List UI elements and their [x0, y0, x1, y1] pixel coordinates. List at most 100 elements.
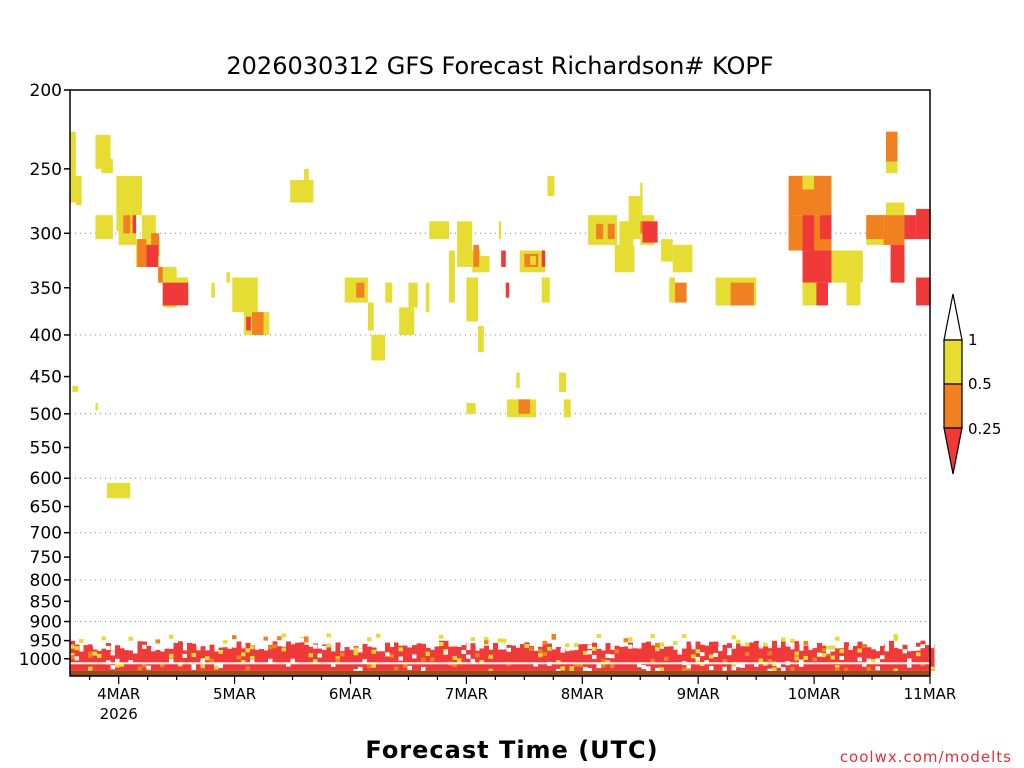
- ri-cell-red: [890, 244, 905, 283]
- boundary-layer-speck: [79, 639, 84, 644]
- boundary-layer-cell: [749, 642, 755, 671]
- boundary-layer-speck: [754, 636, 759, 641]
- boundary-layer-speck: [223, 635, 228, 640]
- boundary-layer-cell: [538, 646, 543, 671]
- boundary-layer-speck: [835, 667, 840, 672]
- x-tick-label-8MAR: 8MAR: [561, 685, 604, 703]
- boundary-layer-cell: [695, 641, 701, 671]
- ri-cell-orange: [123, 215, 131, 234]
- boundary-layer-speck: [821, 647, 826, 652]
- boundary-layer-speck: [650, 658, 655, 663]
- boundary-layer-speck: [574, 662, 579, 667]
- boundary-layer-cell: [520, 644, 525, 671]
- boundary-layer-speck: [641, 665, 646, 670]
- boundary-layer-cell: [245, 642, 251, 671]
- boundary-layer-cell: [218, 647, 224, 671]
- colorbar-bottom-arrow: [943, 427, 963, 475]
- boundary-layer-cell: [844, 642, 849, 671]
- boundary-layer-cell: [187, 642, 192, 671]
- boundary-layer-speck: [313, 659, 318, 664]
- boundary-layer-speck: [322, 645, 327, 650]
- boundary-layer-speck: [763, 642, 768, 647]
- boundary-layer-cell: [862, 644, 867, 671]
- ri-cell-yellow: [477, 256, 490, 273]
- boundary-layer-speck: [731, 635, 736, 640]
- boundary-layer-cell: [628, 642, 633, 671]
- boundary-layer-speck: [659, 642, 664, 647]
- boundary-layer-cell: [857, 641, 863, 671]
- boundary-layer-cell: [380, 651, 386, 671]
- boundary-layer-cell: [326, 643, 332, 671]
- boundary-layer-speck: [628, 644, 633, 649]
- boundary-layer-speck: [529, 647, 534, 652]
- boundary-layer-cell: [677, 651, 683, 671]
- boundary-layer-speck: [839, 655, 844, 660]
- plot-frame: [69, 89, 931, 677]
- boundary-layer-speck: [664, 656, 669, 661]
- boundary-layer-speck: [335, 658, 340, 663]
- boundary-layer-speck: [884, 647, 889, 652]
- boundary-layer-cell: [205, 650, 210, 671]
- boundary-layer-cell: [133, 649, 138, 671]
- boundary-layer-speck: [263, 636, 268, 641]
- ri-cell-yellow: [95, 403, 98, 411]
- x-axis: 4MAR 2026 5MAR 6MAR 7MAR 8MAR 9MAR 10MAR 11MAR: [89, 676, 956, 723]
- boundary-layer-cell: [925, 645, 930, 671]
- ri-cell-yellow: [530, 256, 536, 265]
- boundary-layer-cell: [911, 644, 917, 671]
- boundary-layer-speck: [209, 658, 214, 663]
- boundary-layer-speck: [700, 652, 705, 657]
- boundary-layer-cell: [385, 642, 390, 671]
- boundary-layer-speck: [250, 658, 255, 663]
- ri-cell-yellow: [885, 202, 905, 216]
- boundary-layer-speck: [421, 657, 426, 662]
- ri-cell-orange: [473, 244, 480, 267]
- boundary-layer-cell: [407, 645, 413, 671]
- ri-cell-yellow: [619, 221, 634, 245]
- boundary-layer-cell: [848, 649, 854, 671]
- boundary-layer-cell: [893, 648, 899, 671]
- boundary-layer-speck: [250, 655, 255, 660]
- boundary-layer-cell: [587, 644, 593, 671]
- boundary-layer-speck: [817, 652, 822, 657]
- boundary-layer-cell: [164, 648, 170, 671]
- boundary-layer-speck: [155, 639, 160, 644]
- surface-band: [70, 670, 930, 676]
- ri-cell-yellow: [466, 403, 476, 414]
- boundary-layer-cell: [155, 649, 161, 671]
- credit-text: coolwx.com/modelts: [840, 748, 1012, 766]
- boundary-layer-cell: [281, 646, 287, 671]
- boundary-layer-cell: [529, 646, 534, 671]
- boundary-layer-speck: [88, 666, 93, 671]
- colorbar-top-arrow: [943, 293, 963, 341]
- boundary-layer-speck: [736, 663, 741, 668]
- boundary-layer-speck: [587, 644, 592, 649]
- boundary-layer-cell: [772, 640, 777, 671]
- boundary-layer-cell: [637, 648, 642, 671]
- boundary-layer-speck: [902, 649, 907, 654]
- boundary-layer-speck: [268, 658, 273, 663]
- x-tick-label-6MAR: 6MAR: [329, 685, 372, 703]
- boundary-layer-cell: [101, 648, 107, 671]
- boundary-layer-cell: [151, 650, 156, 671]
- boundary-layer-speck: [538, 653, 543, 658]
- y-tick-label-850: 850: [30, 592, 62, 612]
- boundary-layer-speck: [200, 664, 205, 669]
- boundary-layer-cell: [191, 643, 197, 671]
- boundary-layer-speck: [826, 649, 831, 654]
- boundary-layer-cell: [92, 649, 98, 671]
- ri-cell-yellow: [831, 250, 863, 283]
- ri-cell-red: [162, 282, 189, 306]
- ri-cell-yellow: [614, 244, 635, 273]
- ri-cell-yellow: [290, 179, 314, 203]
- ri-cell-red: [501, 250, 506, 267]
- boundary-layer-speck: [709, 666, 714, 671]
- boundary-layer-speck: [326, 633, 331, 638]
- boundary-layer-speck: [169, 634, 174, 639]
- boundary-layer-speck: [731, 666, 736, 671]
- ri-cell-red: [541, 250, 546, 267]
- boundary-layer-cell: [317, 648, 323, 671]
- boundary-layer-cell: [497, 649, 503, 671]
- boundary-layer-speck: [835, 665, 840, 670]
- boundary-layer-cell: [578, 644, 584, 671]
